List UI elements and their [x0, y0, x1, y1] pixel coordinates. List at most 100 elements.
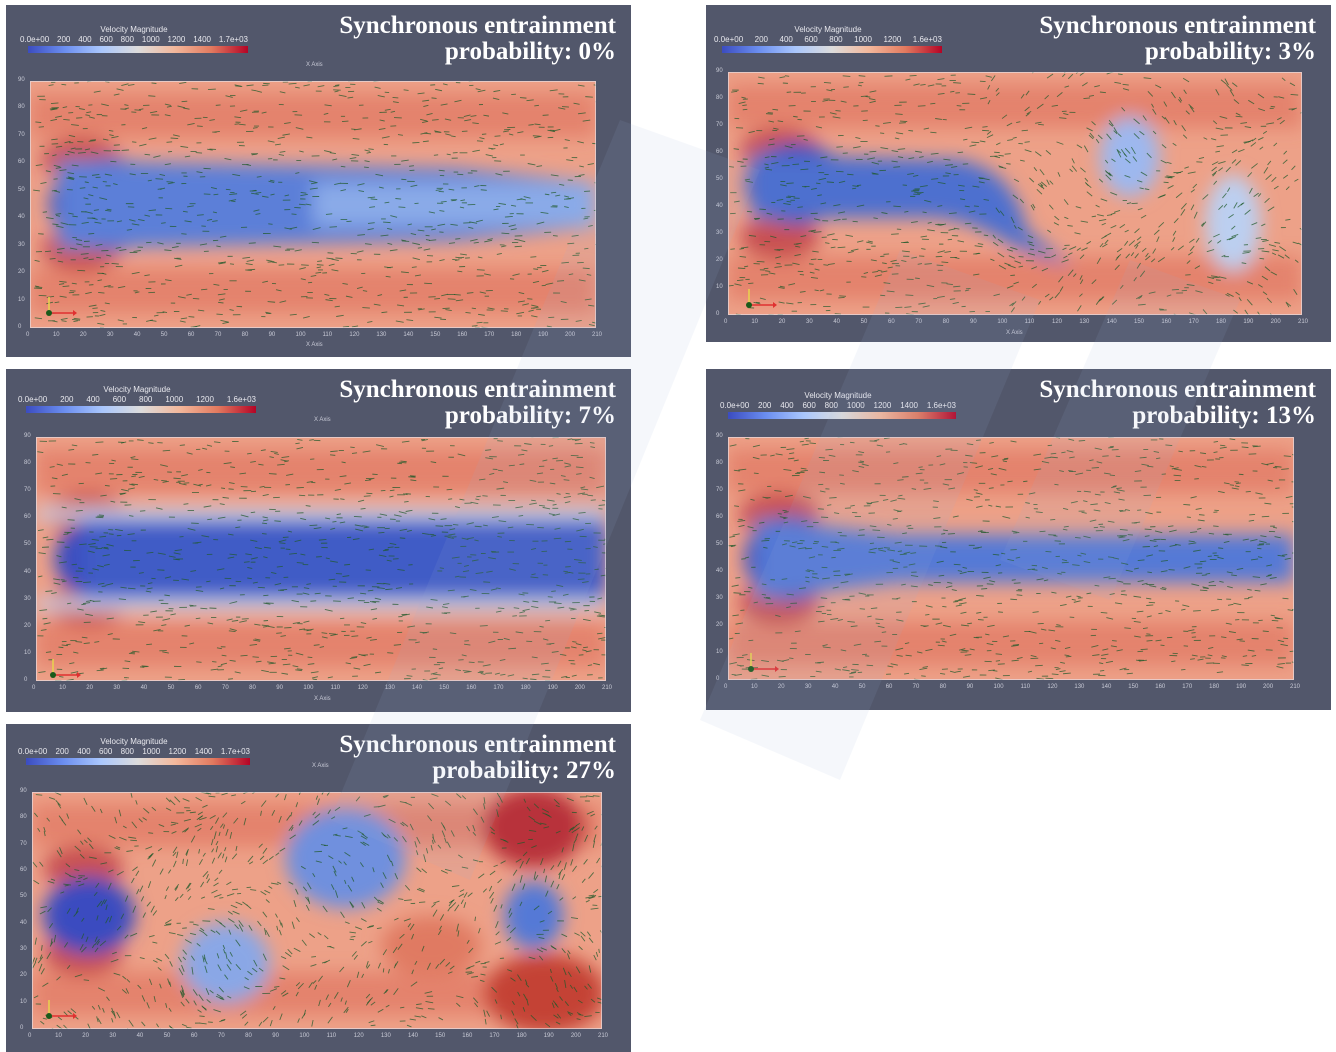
velocity-glyph: [1285, 218, 1291, 221]
velocity-glyph: [1104, 170, 1112, 177]
velocity-glyph: [529, 502, 537, 505]
velocity-glyph: [100, 667, 108, 670]
velocity-glyph: [206, 874, 209, 880]
velocity-glyph: [545, 890, 549, 897]
velocity-glyph: [1124, 158, 1131, 164]
velocity-glyph: [95, 243, 103, 247]
velocity-glyph: [49, 941, 54, 947]
velocity-glyph: [349, 938, 355, 941]
velocity-glyph: [248, 861, 254, 865]
velocity-glyph: [57, 247, 65, 250]
velocity-glyph: [783, 511, 789, 513]
velocity-glyph: [770, 454, 775, 457]
velocity-glyph: [448, 188, 455, 191]
velocity-glyph: [1221, 254, 1226, 258]
y-tick-label: 60: [18, 159, 25, 166]
velocity-glyph: [207, 622, 214, 625]
velocity-glyph: [779, 76, 786, 79]
velocity-glyph: [531, 605, 539, 609]
velocity-glyph: [46, 217, 54, 220]
velocity-glyph: [235, 845, 238, 852]
velocity-glyph: [1194, 265, 1201, 270]
velocity-glyph: [1231, 225, 1236, 230]
velocity-glyph: [67, 150, 75, 154]
velocity-glyph: [213, 1009, 221, 1013]
velocity-glyph: [744, 178, 751, 181]
velocity-glyph: [262, 493, 269, 497]
velocity-glyph: [497, 469, 503, 472]
velocity-glyph: [93, 90, 101, 93]
velocity-glyph: [234, 671, 241, 674]
velocity-glyph: [1231, 233, 1239, 238]
velocity-glyph: [227, 910, 233, 915]
velocity-glyph: [218, 986, 225, 993]
velocity-glyph: [802, 185, 807, 188]
velocity-glyph: [456, 1002, 461, 1007]
velocity-glyph: [550, 975, 554, 982]
velocity-glyph: [1113, 491, 1121, 494]
velocity-glyph: [180, 317, 188, 320]
velocity-glyph: [336, 513, 342, 516]
velocity-glyph: [368, 940, 373, 944]
velocity-glyph: [229, 553, 238, 556]
velocity-glyph: [1078, 439, 1086, 442]
x-tick-label: 160: [457, 332, 468, 338]
velocity-glyph: [1007, 480, 1013, 483]
velocity-glyph: [797, 206, 803, 208]
velocity-glyph: [265, 311, 272, 314]
velocity-glyph: [170, 613, 176, 616]
velocity-glyph: [498, 520, 507, 523]
velocity-glyph: [807, 569, 815, 572]
velocity-glyph: [776, 262, 781, 265]
velocity-glyph: [362, 290, 368, 292]
velocity-glyph: [1163, 101, 1168, 107]
velocity-glyph: [415, 1007, 424, 1010]
velocity-glyph: [132, 866, 138, 872]
velocity-glyph: [948, 487, 956, 490]
velocity-glyph: [422, 99, 430, 102]
velocity-glyph: [426, 962, 431, 970]
x-tick-label: 140: [1101, 684, 1112, 690]
x-tick-label: 170: [489, 1033, 500, 1039]
velocity-glyph: [816, 164, 822, 167]
velocity-glyph: [1116, 489, 1125, 492]
velocity-glyph: [454, 904, 460, 912]
velocity-glyph: [186, 293, 192, 296]
velocity-glyph: [177, 934, 184, 937]
velocity-glyph: [775, 614, 781, 617]
velocity-glyph: [763, 597, 771, 600]
velocity-glyph: [999, 210, 1005, 217]
velocity-glyph: [198, 469, 203, 471]
velocity-glyph: [1241, 262, 1247, 264]
velocity-glyph: [834, 668, 842, 671]
velocity-glyph: [555, 1021, 561, 1025]
velocity-glyph: [364, 243, 372, 245]
velocity-glyph: [324, 104, 332, 107]
velocity-glyph: [474, 539, 479, 542]
velocity-glyph: [219, 1019, 226, 1023]
velocity-glyph: [166, 181, 173, 183]
velocity-glyph: [1133, 118, 1140, 125]
velocity-glyph: [270, 450, 278, 453]
velocity-glyph: [262, 953, 267, 961]
velocity-glyph: [363, 495, 371, 497]
velocity-glyph: [1030, 204, 1035, 211]
velocity-glyph: [1276, 665, 1284, 669]
velocity-glyph: [62, 285, 70, 287]
velocity-glyph: [385, 588, 393, 591]
velocity-glyph: [72, 318, 80, 321]
velocity-glyph: [361, 902, 366, 909]
velocity-glyph: [902, 532, 907, 535]
high-velocity-band: [30, 93, 596, 138]
velocity-glyph: [792, 262, 800, 265]
velocity-glyph: [74, 974, 83, 978]
velocity-glyph: [213, 193, 219, 196]
velocity-glyph: [131, 271, 140, 275]
velocity-glyph: [59, 280, 67, 283]
velocity-glyph: [761, 540, 770, 542]
velocity-glyph: [1117, 150, 1122, 158]
velocity-glyph: [226, 881, 232, 886]
velocity-glyph: [995, 207, 1000, 214]
velocity-glyph: [268, 473, 277, 475]
velocity-glyph: [165, 797, 171, 803]
